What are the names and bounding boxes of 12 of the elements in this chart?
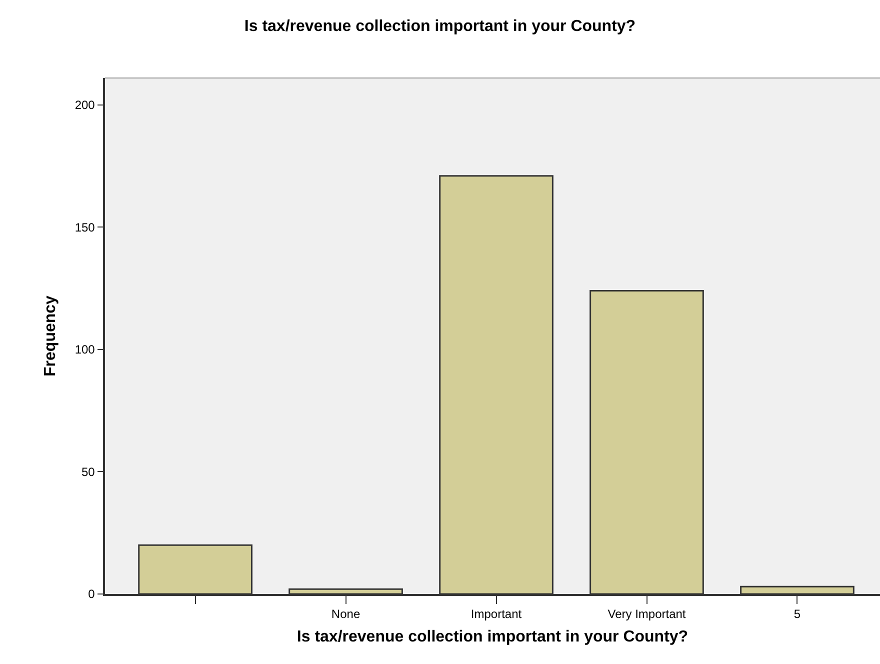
x-axis-title: Is tax/revenue collection important in your County? — [296, 628, 688, 646]
x-tick-label: 5 — [794, 607, 801, 622]
y-tick-label: 0 — [88, 587, 96, 602]
x-tick-label: Important — [470, 607, 522, 622]
y-tick-label: 100 — [74, 342, 96, 357]
y-tick-label: 200 — [74, 98, 96, 112]
x-tick-label: Very Important — [608, 607, 686, 622]
y-tick-label: 50 — [81, 464, 96, 479]
chart-title: Is tax/revenue collection important in your County? — [244, 18, 636, 36]
x-tick-label: None — [331, 607, 360, 622]
y-axis-title: Frequency — [42, 295, 60, 376]
y-tick-label: 150 — [74, 220, 96, 234]
